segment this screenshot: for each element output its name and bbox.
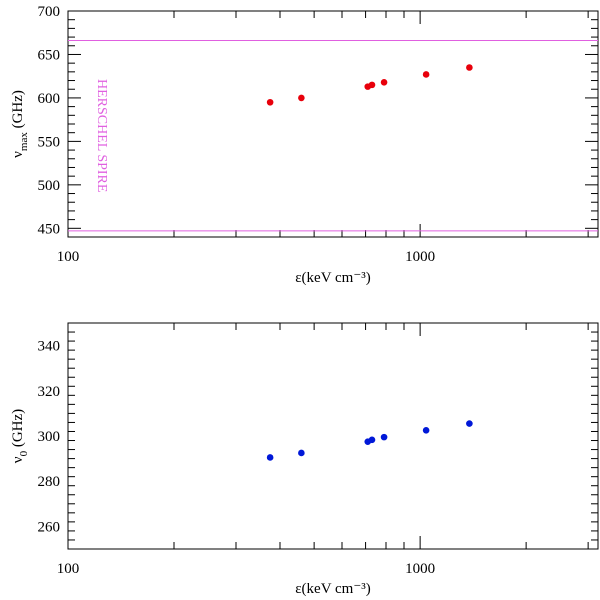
y-tick-label: 550 [38,134,61,150]
data-point [266,454,274,461]
data-point [266,98,274,106]
data-point [298,449,305,457]
x-tick-label: 1000 [405,561,435,577]
y-tick-label: 650 [38,47,61,63]
chart-panel-top: 100 1000 450 500 550 600 650 700 HERSCHEL SPIRE ε… [10,4,599,286]
y-axis-label-unit: (GHz) [10,409,26,451]
y-tick-label: 280 [38,474,61,490]
data-point [422,71,430,78]
y-axis-label: νmax (GHz) [10,90,30,158]
y-tick-label: 500 [38,178,61,194]
x-tick-label: 100 [57,249,80,265]
x-axis-label: ε(keV cm⁻³) [295,581,371,597]
y-axis-label: ν0 (GHz) [10,409,30,463]
data-point [380,433,388,441]
data-point [368,436,376,444]
data-point [368,81,376,89]
y-tick-label: 260 [38,519,61,535]
data-point [380,78,388,86]
y-tick-label: 700 [38,4,61,20]
y-tick-label: 600 [38,91,61,107]
y-tick-label: 320 [38,384,61,400]
band-label: HERSCHEL SPIRE [94,79,109,192]
y-axis-label-symbol: ν [10,151,26,158]
x-tick-label: 1000 [405,249,435,265]
y-axis-label-symbol: ν [10,456,26,463]
y-tick-label: 300 [38,429,61,445]
y-axis-label-subscript: 0 [18,450,30,456]
y-axis-label-subscript: max [18,132,30,151]
data-point [466,64,473,71]
data-point [298,94,305,102]
y-tick-label: 450 [38,221,61,237]
x-tick-label: 100 [57,561,80,577]
x-axis-label: ε(keV cm⁻³) [295,270,371,286]
y-tick-label: 340 [38,339,61,355]
plot-frame [67,322,599,550]
data-point [422,427,430,434]
plot-frame [67,10,599,238]
chart-panel-bottom: 100 1000 260 280 300 320 340 ε(keV cm⁻³) ν0 (GHz… [10,322,599,597]
data-point [466,420,473,427]
y-axis-label-unit: (GHz) [10,90,26,132]
